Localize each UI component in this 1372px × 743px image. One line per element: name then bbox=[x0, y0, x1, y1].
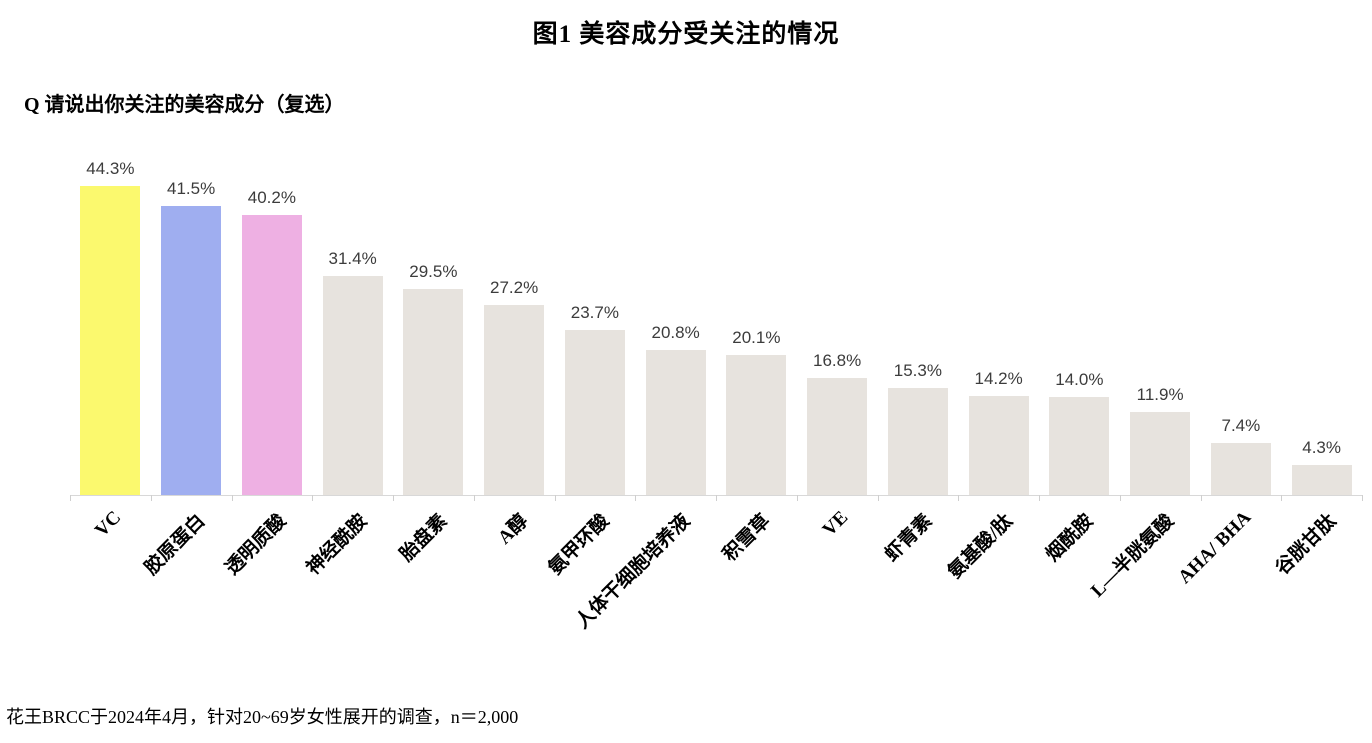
category-label: 神经酰胺 bbox=[302, 510, 372, 580]
bar bbox=[241, 215, 302, 495]
bar-value-label: 44.3% bbox=[86, 159, 135, 178]
axis-tick bbox=[1281, 495, 1282, 501]
bar-chart-plot-area: 44.3% VC 41.5% 胶原蛋白 40.2% 透明质酸 31.4% 神经酰胺 29.5% 胎… bbox=[70, 150, 1363, 633]
bar-column: 7.4% AHA/ BHA bbox=[1175, 150, 1282, 588]
bar-column: 29.5% 胎盘素 bbox=[393, 150, 474, 566]
bar-column: 16.8% VE bbox=[797, 150, 878, 541]
bar-value-label: 40.2% bbox=[247, 188, 296, 207]
bar bbox=[1210, 443, 1271, 495]
bar-value-label: 4.3% bbox=[1302, 438, 1341, 457]
category-label: 积雪草 bbox=[719, 510, 775, 566]
bar-value-label: 14.2% bbox=[974, 369, 1023, 388]
category-label: VC bbox=[90, 507, 126, 542]
bar-value-label: 14.0% bbox=[1055, 370, 1104, 389]
axis-tick bbox=[958, 495, 959, 501]
bar bbox=[887, 388, 948, 495]
category-label: 氨基酸/肽 bbox=[944, 510, 1018, 583]
axis-tick bbox=[555, 495, 556, 501]
axis-tick bbox=[1201, 495, 1202, 501]
bar-columns: 44.3% VC 41.5% 胶原蛋白 40.2% 透明质酸 31.4% 神经酰胺 29.5% 胎… bbox=[70, 150, 1362, 633]
axis-tick bbox=[312, 495, 313, 501]
bar-column: 23.7% 氨甲环酸 bbox=[545, 150, 636, 579]
category-label: 透明质酸 bbox=[221, 510, 291, 580]
bar-value-label: 29.5% bbox=[409, 262, 458, 281]
category-label: 氨甲环酸 bbox=[544, 510, 614, 580]
bar bbox=[403, 289, 464, 495]
source-note: 花王BRCC于2024年4月，针对20~69岁女性展开的调查，n＝2,000 bbox=[6, 707, 519, 727]
bar bbox=[322, 276, 383, 495]
category-label: AHA/ BHA bbox=[1174, 507, 1256, 588]
bar-value-label: 15.3% bbox=[893, 361, 942, 380]
bar-column: 41.5% 胶原蛋白 bbox=[141, 150, 232, 579]
bar-value-label: 41.5% bbox=[167, 179, 216, 198]
bar-column: 20.1% 积雪草 bbox=[716, 150, 797, 566]
axis-tick bbox=[797, 495, 798, 501]
axis-tick bbox=[474, 495, 475, 501]
axis-tick bbox=[1362, 495, 1363, 501]
survey-question: Q 请说出你关注的美容成分（复选） bbox=[24, 94, 345, 116]
category-label: 胎盘素 bbox=[396, 510, 452, 566]
bar bbox=[564, 330, 625, 495]
axis-tick bbox=[1120, 495, 1121, 501]
axis-tick bbox=[151, 495, 152, 501]
bar-value-label: 31.4% bbox=[328, 249, 377, 268]
bar-value-label: 7.4% bbox=[1221, 416, 1261, 435]
category-label: A醇 bbox=[494, 510, 533, 549]
bar bbox=[645, 350, 706, 495]
bar-value-label: 11.9% bbox=[1136, 385, 1184, 404]
bar-column: 44.3% VC bbox=[70, 150, 151, 541]
axis-tick bbox=[393, 495, 394, 501]
bar-column: 14.0% 烟酰胺 bbox=[1039, 150, 1120, 566]
bar-value-label: 16.8% bbox=[813, 351, 862, 370]
bar-column: 11.9% L—半胱氨酸 bbox=[1088, 150, 1201, 602]
bar bbox=[726, 355, 787, 495]
axis-tick bbox=[716, 495, 717, 501]
category-label: L—半胱氨酸 bbox=[1087, 510, 1179, 602]
bar-value-label: 27.2% bbox=[490, 278, 539, 297]
bar-value-label: 20.1% bbox=[732, 328, 781, 347]
bar bbox=[484, 305, 545, 495]
bar-column: 40.2% 透明质酸 bbox=[222, 150, 313, 579]
chart-title: 图1 美容成分受关注的情况 bbox=[532, 21, 840, 48]
bar bbox=[968, 396, 1029, 495]
bar-column: 14.2% 氨基酸/肽 bbox=[945, 150, 1039, 583]
category-label: 烟酰胺 bbox=[1042, 510, 1098, 566]
bar-column: 15.3% 虾青素 bbox=[878, 150, 959, 566]
axis-tick bbox=[635, 495, 636, 501]
axis-tick bbox=[232, 495, 233, 501]
axis-tick bbox=[878, 495, 879, 501]
bar bbox=[1291, 465, 1352, 495]
category-label: 胶原蛋白 bbox=[140, 510, 210, 580]
bar bbox=[807, 378, 868, 495]
bar-column: 20.8% 人体干细胞培养液 bbox=[572, 150, 716, 633]
category-label: 虾青素 bbox=[881, 510, 937, 566]
bar-column: 27.2% A醇 bbox=[474, 150, 555, 549]
bar bbox=[1130, 412, 1191, 495]
bar-value-label: 23.7% bbox=[570, 303, 619, 322]
category-label: VE bbox=[818, 507, 852, 541]
axis-tick bbox=[70, 495, 71, 501]
bar-column: 4.3% 谷胱甘肽 bbox=[1271, 150, 1362, 579]
bar bbox=[161, 206, 222, 495]
bar-value-label: 20.8% bbox=[651, 323, 700, 342]
bar-column: 31.4% 神经酰胺 bbox=[302, 150, 393, 579]
axis-tick bbox=[1039, 495, 1040, 501]
bar bbox=[80, 186, 141, 495]
category-label: 谷胱甘肽 bbox=[1271, 510, 1341, 580]
bar bbox=[1049, 397, 1110, 495]
